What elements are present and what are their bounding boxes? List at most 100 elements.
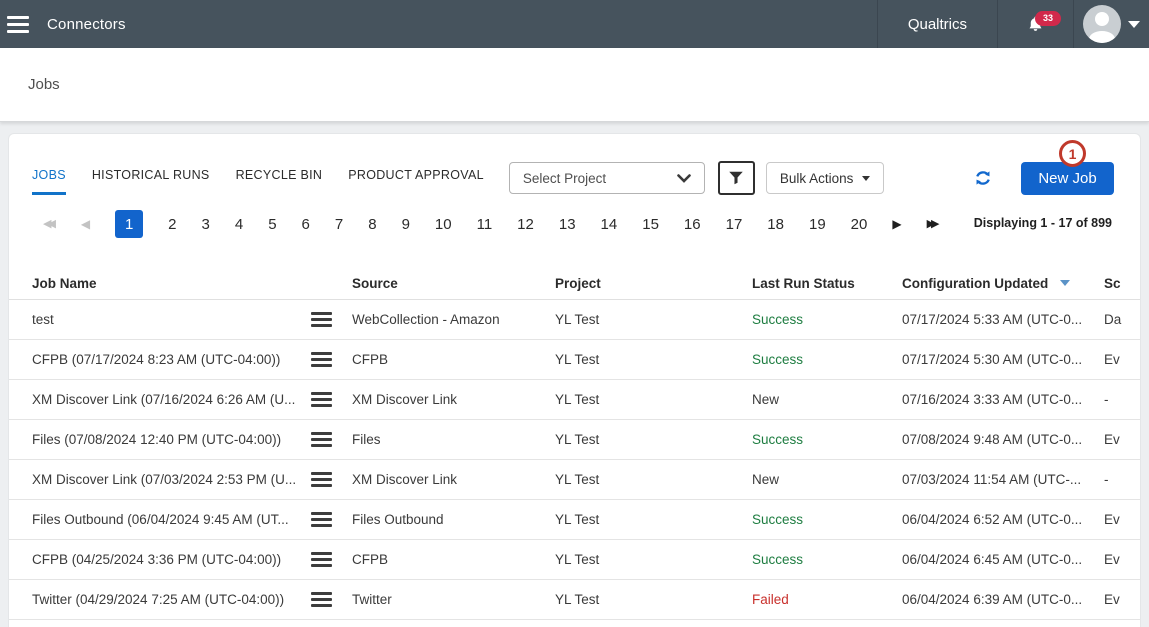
last-page-icon[interactable]: ▶▶ bbox=[926, 217, 940, 230]
page-13[interactable]: 13 bbox=[558, 215, 576, 233]
project-cell: YL Test bbox=[555, 472, 600, 487]
page-2[interactable]: 2 bbox=[168, 215, 177, 233]
page-header: Jobs bbox=[0, 48, 1149, 122]
table-row[interactable]: Twitter (04/29/2024 7:25 AM (UTC-04:00))… bbox=[9, 580, 1140, 620]
pagination-summary: Displaying 1 - 17 of 899 bbox=[973, 216, 1112, 230]
page-4[interactable]: 4 bbox=[234, 215, 244, 233]
avatar bbox=[1083, 5, 1121, 43]
page-20[interactable]: 20 bbox=[850, 215, 868, 233]
page-18[interactable]: 18 bbox=[767, 215, 784, 233]
annotation-step-badge: 1 bbox=[1059, 140, 1086, 167]
table-row[interactable]: XM Discover Link (07/16/2024 6:26 AM (U.… bbox=[9, 380, 1140, 420]
schedule-cell: Ev bbox=[1104, 512, 1120, 527]
page-15[interactable]: 15 bbox=[642, 215, 659, 233]
page-19[interactable]: 19 bbox=[808, 215, 826, 233]
job-name-cell: Files (07/08/2024 12:40 PM (UTC-04:00)) bbox=[32, 432, 282, 447]
sort-descending-icon[interactable] bbox=[1060, 280, 1071, 286]
header-configuration-updated: Configuration Updated bbox=[902, 276, 1104, 291]
project-cell: YL Test bbox=[555, 552, 600, 567]
page-11[interactable]: 11 bbox=[476, 215, 493, 233]
table-row[interactable]: Files Outbound (06/04/2024 9:45 AM (UT..… bbox=[9, 500, 1140, 540]
schedule-cell: - bbox=[1104, 392, 1109, 407]
page-5[interactable]: 5 bbox=[268, 215, 277, 233]
status-cell: Success bbox=[752, 432, 804, 447]
row-menu-button[interactable] bbox=[311, 349, 352, 370]
page-9[interactable]: 9 bbox=[401, 215, 410, 233]
tab-historical-runs[interactable]: HISTORICAL RUNS bbox=[91, 167, 210, 182]
menu-icon bbox=[311, 432, 342, 447]
table-row[interactable]: test WebCollection - Amazon YL Test Succ… bbox=[9, 300, 1140, 340]
brand-label: Qualtrics bbox=[876, 0, 997, 48]
refresh-icon[interactable] bbox=[974, 169, 992, 187]
row-menu-button[interactable] bbox=[311, 509, 352, 530]
bulk-actions-button[interactable]: Bulk Actions bbox=[765, 162, 885, 194]
content-card: 1 JOBS HISTORICAL RUNS RECYCLE BIN PRODUCT … bbox=[8, 133, 1141, 627]
hamburger-menu-icon[interactable] bbox=[7, 12, 33, 37]
source-cell: Files bbox=[352, 432, 381, 447]
status-cell: Success bbox=[752, 552, 804, 567]
page-6[interactable]: 6 bbox=[301, 215, 310, 233]
updated-cell: 06/04/2024 6:52 AM (UTC-0... bbox=[902, 512, 1083, 527]
updated-cell: 07/03/2024 11:54 AM (UTC-... bbox=[902, 472, 1082, 487]
row-menu-button[interactable] bbox=[311, 469, 352, 490]
updated-cell: 07/17/2024 5:33 AM (UTC-0... bbox=[902, 312, 1083, 327]
tab-jobs[interactable]: JOBS bbox=[32, 168, 66, 195]
page-12[interactable]: 12 bbox=[517, 215, 534, 233]
tabs: JOBS HISTORICAL RUNS RECYCLE BIN PRODUCT AP… bbox=[32, 168, 484, 195]
source-cell: XM Discover Link bbox=[352, 472, 458, 487]
page-10[interactable]: 10 bbox=[434, 215, 452, 233]
status-cell: New bbox=[752, 392, 780, 407]
tab-recycle-bin[interactable]: RECYCLE BIN bbox=[235, 167, 323, 182]
page-3[interactable]: 3 bbox=[201, 215, 210, 233]
source-cell: Files Outbound bbox=[352, 512, 444, 527]
next-page-icon[interactable]: ▶ bbox=[892, 217, 902, 231]
row-menu-button[interactable] bbox=[311, 389, 352, 410]
caret-down-icon bbox=[862, 176, 871, 181]
menu-icon bbox=[311, 352, 342, 367]
project-cell: YL Test bbox=[555, 352, 600, 367]
source-cell: CFPB bbox=[352, 352, 389, 367]
job-name-cell: CFPB (04/25/2024 3:36 PM (UTC-04:00)) bbox=[32, 552, 282, 567]
updated-cell: 07/17/2024 5:30 AM (UTC-0... bbox=[902, 352, 1083, 367]
source-cell: WebCollection - Amazon bbox=[352, 312, 500, 327]
row-menu-button[interactable] bbox=[311, 589, 352, 610]
filter-button[interactable] bbox=[717, 161, 755, 195]
notifications-button[interactable]: 33 bbox=[997, 0, 1073, 48]
table-row[interactable]: CFPB (07/17/2024 8:23 AM (UTC-04:00)) CF… bbox=[9, 340, 1140, 380]
status-cell: Success bbox=[752, 312, 804, 327]
page-14[interactable]: 14 bbox=[600, 215, 618, 233]
row-menu-button[interactable] bbox=[311, 309, 352, 330]
header-source: Source bbox=[352, 275, 398, 291]
row-menu-button[interactable] bbox=[311, 549, 352, 570]
account-menu[interactable] bbox=[1073, 0, 1149, 48]
menu-icon bbox=[311, 472, 342, 487]
menu-icon bbox=[311, 392, 342, 407]
schedule-cell: Ev bbox=[1104, 592, 1120, 607]
updated-cell: 07/16/2024 3:33 AM (UTC-0... bbox=[902, 392, 1083, 407]
page-16[interactable]: 16 bbox=[683, 215, 701, 233]
project-select[interactable]: Select Project bbox=[508, 162, 705, 194]
new-job-button[interactable]: New Job bbox=[1021, 161, 1114, 195]
source-cell: CFPB bbox=[352, 552, 389, 567]
page-1[interactable]: 1 bbox=[115, 210, 144, 238]
schedule-cell: - bbox=[1104, 472, 1109, 487]
schedule-cell: Ev bbox=[1104, 552, 1120, 567]
table-header: Job Name Source Project Last Run Status … bbox=[9, 267, 1140, 300]
job-name-cell: CFPB (07/17/2024 8:23 AM (UTC-04:00)) bbox=[32, 352, 281, 367]
schedule-cell: Ev bbox=[1104, 432, 1120, 447]
funnel-icon bbox=[729, 171, 744, 185]
table-body: test WebCollection - Amazon YL Test Succ… bbox=[9, 300, 1140, 620]
table-row[interactable]: XM Discover Link (07/03/2024 2:53 PM (U.… bbox=[9, 460, 1140, 500]
tab-product-approval[interactable]: PRODUCT APPROVAL bbox=[348, 167, 484, 182]
header-project: Project bbox=[555, 275, 601, 291]
row-menu-button[interactable] bbox=[311, 429, 352, 450]
chevron-down-icon bbox=[677, 173, 691, 183]
table-row[interactable]: CFPB (04/25/2024 3:36 PM (UTC-04:00)) CF… bbox=[9, 540, 1140, 580]
page-7[interactable]: 7 bbox=[334, 215, 344, 233]
table-row[interactable]: Files (07/08/2024 12:40 PM (UTC-04:00)) … bbox=[9, 420, 1140, 460]
page-8[interactable]: 8 bbox=[368, 215, 377, 233]
page-17[interactable]: 17 bbox=[725, 215, 743, 233]
updated-cell: 06/04/2024 6:39 AM (UTC-0... bbox=[902, 592, 1083, 607]
prev-page-icon[interactable]: ◀ bbox=[80, 217, 91, 231]
first-page-icon[interactable]: ◀◀ bbox=[43, 217, 56, 230]
